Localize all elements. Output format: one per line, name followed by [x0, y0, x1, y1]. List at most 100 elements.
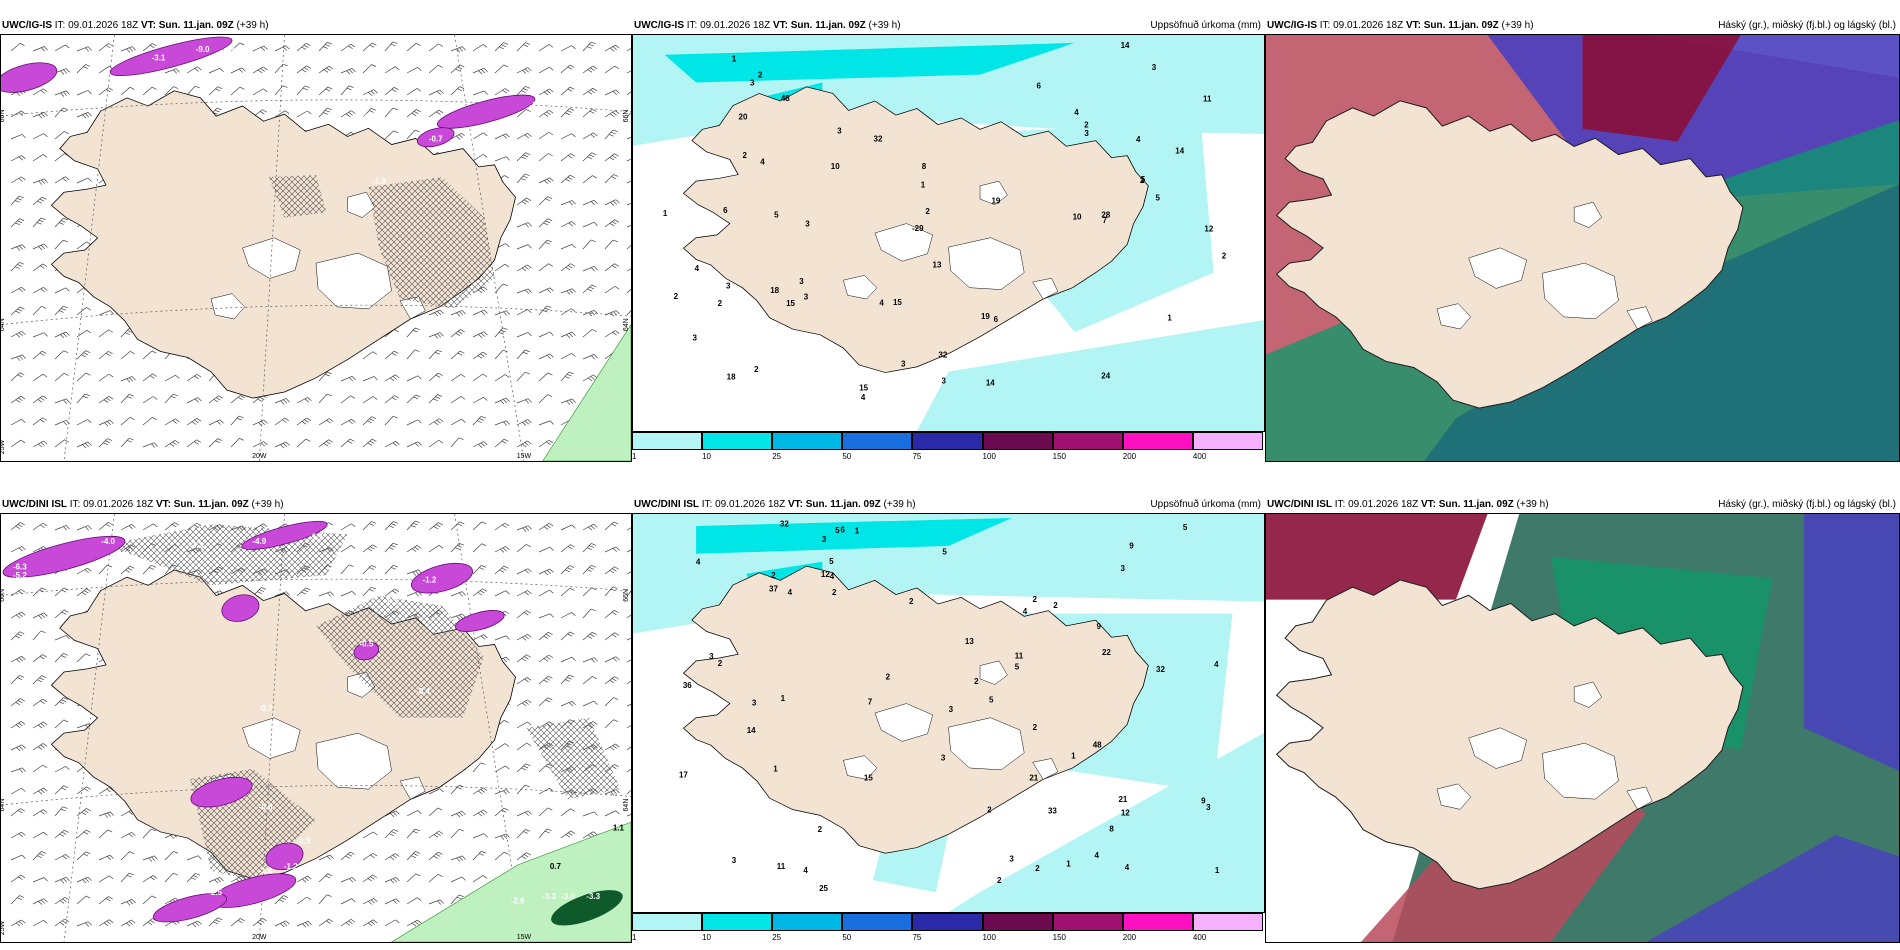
- map-frame: [1265, 34, 1900, 462]
- precip-value: 14: [747, 726, 756, 735]
- legend-swatch: [772, 432, 843, 450]
- legend-label: 25: [772, 933, 782, 942]
- vt-label: VT:: [1420, 499, 1439, 510]
- precip-value: 17: [679, 770, 688, 779]
- lead-time: (+39 h): [233, 20, 269, 31]
- precip-value: 1: [855, 527, 860, 536]
- legend-label: 400: [1192, 933, 1207, 942]
- legend-label: 10: [702, 933, 712, 942]
- panel-dini-precipitation: UWC/DINI ISL IT: 09.01.2026 18Z VT: Sun.…: [632, 497, 1265, 943]
- precip-value: 11: [1015, 652, 1024, 661]
- precip-value: 3: [901, 359, 906, 368]
- precip-value: 1: [732, 54, 737, 63]
- map-frame: -2.3 -4.0 -4.9 -1.7 -3.3 -6.3 -5.2 -0.9 -1.2 -0.5…: [0, 513, 632, 943]
- precip-value: 4: [788, 588, 793, 597]
- precip-value: 13: [965, 637, 974, 646]
- precip-value: 4: [1023, 607, 1028, 616]
- panel-title: Háský (gr.), miðský (fj.bl.) og lágský (…: [1718, 499, 1896, 510]
- precip-value: 15: [893, 298, 902, 307]
- panel-header: UWC/IG-IS IT: 09.01.2026 18Z VT: Sun. 11…: [0, 18, 632, 34]
- vt-value: Sun. 11.jan. 09Z: [1438, 499, 1514, 510]
- precip-value: 6: [1036, 82, 1041, 91]
- it-value: 09.01.2026 18Z: [1333, 20, 1406, 31]
- model-name: UWC/DINI ISL: [2, 499, 67, 510]
- legend-swatch: [842, 913, 913, 931]
- precip-value: 4: [696, 558, 701, 567]
- panel-header: UWC/DINI ISL IT: 09.01.2026 18Z VT: Sun.…: [1265, 497, 1900, 513]
- it-value: 09.01.2026 18Z: [1348, 499, 1421, 510]
- precip-value: 12: [1204, 225, 1213, 234]
- precip-value: 5: [835, 526, 840, 535]
- lead-time: (+39 h): [1498, 20, 1534, 31]
- model-name: UWC/DINI ISL: [634, 499, 699, 510]
- it-label: IT:: [52, 20, 69, 31]
- precip-value: 2: [743, 151, 748, 160]
- panel-header: UWC/DINI ISL IT: 09.01.2026 18Z VT: Sun.…: [0, 497, 632, 513]
- precip-value: 2: [771, 571, 776, 580]
- precip-value: 10: [831, 162, 840, 171]
- vt-label: VT:: [772, 20, 791, 31]
- precip-value: 2: [987, 805, 992, 814]
- precip-value: 2: [925, 207, 930, 216]
- precip-value: 9: [1129, 542, 1134, 551]
- precip-value: 21: [1029, 774, 1038, 783]
- precip-value: 32: [1156, 665, 1165, 674]
- precip-value: 3: [804, 292, 809, 301]
- precip-value: 3: [1009, 855, 1014, 864]
- run-info: UWC/DINI ISL IT: 09.01.2026 18Z VT: Sun.…: [634, 497, 916, 513]
- longitude-label: 15W: [517, 453, 532, 460]
- temperature-value: 1.1: [613, 824, 625, 833]
- precip-value: 2: [1140, 176, 1145, 185]
- precip-value: 1: [921, 181, 926, 190]
- precip-value: 3: [949, 705, 954, 714]
- precip-value: 2: [1032, 595, 1037, 604]
- legend-label: 1: [632, 452, 637, 461]
- run-info: UWC/DINI ISL IT: 09.01.2026 18Z VT: Sun.…: [1267, 497, 1549, 513]
- precip-value: 3: [1206, 803, 1211, 812]
- precip-value: 1: [1167, 313, 1172, 322]
- color-legend: 1 10 25 50 75 100 150 200 400: [632, 432, 1265, 462]
- precip-value: 2: [818, 825, 823, 834]
- run-info: UWC/IG-IS IT: 09.01.2026 18Z VT: Sun. 11…: [1267, 18, 1534, 34]
- precip-value: 10: [1073, 213, 1082, 222]
- longitude-label: 25W: [1, 439, 6, 454]
- precip-value: 2: [1222, 252, 1227, 261]
- legend-label: 100: [982, 452, 996, 461]
- vt-label: VT:: [140, 20, 159, 31]
- legend-swatch: [702, 432, 773, 450]
- legend-label: 1: [632, 933, 637, 942]
- precip-value: 2: [718, 659, 723, 668]
- temperature-value: -1.0: [202, 867, 216, 876]
- temperature-value: -3.1: [152, 54, 166, 63]
- precip-value: 4: [1074, 108, 1079, 117]
- precip-value: 4: [830, 572, 835, 581]
- precip-value: 5: [774, 211, 779, 220]
- latitude-label: 64N: [1, 799, 6, 812]
- precip-value: 2: [758, 70, 763, 79]
- it-value: 09.01.2026 18Z: [83, 499, 156, 510]
- precip-value: 2: [832, 588, 837, 597]
- legend-swatch: [912, 432, 983, 450]
- precip-value: 2: [974, 677, 979, 686]
- it-label: IT:: [1317, 20, 1334, 31]
- panel-ig-clouds: UWC/IG-IS IT: 09.01.2026 18Z VT: Sun. 11…: [1265, 18, 1900, 462]
- precip-value: 8: [922, 162, 927, 171]
- precip-value: 13: [933, 260, 942, 269]
- temperature-value: -0.7: [259, 704, 273, 713]
- precip-value: 15: [786, 299, 795, 308]
- precip-value: 4: [861, 393, 866, 402]
- precip-value: 4: [1214, 660, 1219, 669]
- temperature-value: -5.2: [13, 571, 27, 580]
- panel-ig-temperature: UWC/IG-IS IT: 09.01.2026 18Z VT: Sun. 11…: [0, 18, 632, 462]
- precip-value: 1: [1071, 751, 1076, 760]
- it-label: IT:: [699, 499, 716, 510]
- legend-label: 50: [842, 933, 852, 942]
- legend-label: 50: [842, 452, 852, 461]
- longitude-label: 20W: [252, 934, 267, 941]
- precip-value: 2: [718, 299, 723, 308]
- lead-time: (+39 h): [248, 499, 284, 510]
- temperature-value: -2.5: [208, 888, 222, 897]
- precip-value: 32: [874, 135, 883, 144]
- precip-value: 4: [803, 866, 808, 875]
- precip-value: 2: [1053, 601, 1058, 610]
